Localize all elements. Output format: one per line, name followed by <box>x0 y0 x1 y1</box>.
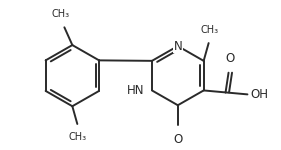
Text: OH: OH <box>250 88 268 101</box>
Text: O: O <box>225 52 235 65</box>
Text: HN: HN <box>126 84 144 97</box>
Text: CH₃: CH₃ <box>201 25 219 35</box>
Text: CH₃: CH₃ <box>51 9 69 20</box>
Text: N: N <box>173 40 182 52</box>
Text: O: O <box>173 133 182 146</box>
Text: CH₃: CH₃ <box>68 132 86 142</box>
